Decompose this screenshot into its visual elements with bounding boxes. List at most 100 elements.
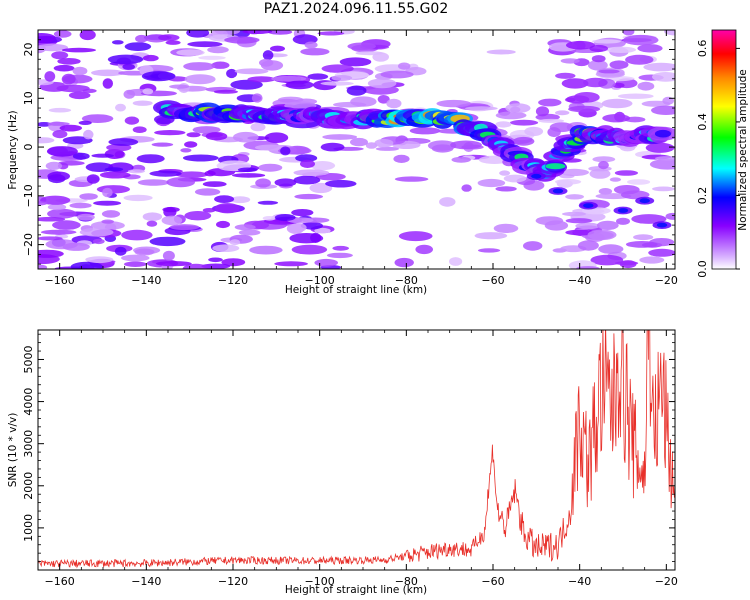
heatmap-cell-90 — [215, 203, 240, 214]
y-tick-label: 4000 — [22, 388, 35, 416]
heatmap-cell-168 — [175, 171, 208, 178]
heatmap-cell-344 — [77, 213, 95, 221]
heatmap-cell-337 — [255, 178, 271, 188]
heatmap-cell-508 — [180, 148, 192, 153]
heatmap-cell-425 — [394, 257, 414, 268]
heatmap-cell-74 — [350, 96, 377, 107]
y-tick-label: 20 — [22, 43, 35, 57]
heatmap-cell-579 — [184, 74, 216, 85]
heatmap-cells — [38, 30, 675, 269]
heatmap-cell-131 — [596, 220, 619, 230]
heatmap-cell-516 — [224, 36, 260, 44]
y-tick-label: −10 — [22, 184, 35, 207]
heatmap-cell-128 — [575, 222, 600, 230]
heatmap-cell-437 — [274, 178, 297, 187]
heatmap-cell-240 — [625, 241, 658, 248]
heatmap-cell-380 — [350, 137, 368, 147]
heatmap-cell-235 — [38, 216, 66, 222]
heatmap-cell-379 — [229, 239, 241, 246]
heatmap-cell-275 — [365, 142, 378, 149]
heatmap-cell-383 — [375, 146, 400, 151]
heatmap-cell-506 — [271, 75, 307, 82]
heatmap-y-ticks: −20 −10 0 10 20 — [22, 29, 675, 265]
heatmap-cell-881 — [583, 203, 594, 209]
snr-frame — [37, 329, 676, 571]
heatmap-cell-498 — [162, 206, 180, 213]
heatmap-cell-572 — [331, 75, 353, 81]
heatmap-cell-73 — [81, 114, 114, 123]
heatmap-cell-503 — [393, 154, 410, 163]
heatmap-cell-136 — [79, 193, 98, 200]
x-tick-label: −120 — [218, 575, 248, 588]
heatmap-cell-190 — [52, 220, 81, 230]
heatmap-cell-540 — [242, 30, 273, 34]
heatmap-cell-221 — [202, 181, 227, 188]
heatmap-cell-103 — [221, 258, 246, 267]
heatmap-cell-489 — [592, 39, 621, 44]
colorbar-label: Normalized spectral amplitude — [737, 69, 749, 230]
y-tick-label: 2000 — [22, 472, 35, 500]
heatmap-cell-394 — [121, 254, 150, 262]
heatmap-cell-110 — [230, 196, 251, 204]
heatmap-cell-404 — [538, 98, 562, 107]
x-tick-label: −100 — [305, 575, 335, 588]
x-tick-label: −100 — [305, 274, 335, 287]
heatmap-cell-485 — [477, 178, 506, 188]
heatmap-cell-200 — [192, 126, 221, 134]
heatmap-cell-529 — [559, 168, 589, 176]
heatmap-cell-548 — [62, 242, 90, 251]
heatmap-cell-443 — [123, 194, 153, 202]
heatmap-cell-385 — [493, 223, 519, 233]
heatmap-cell-163 — [560, 58, 580, 64]
heatmap-cell-297 — [576, 266, 600, 269]
heatmap-cell-339 — [214, 195, 235, 204]
heatmap-cell-182 — [293, 175, 321, 185]
heatmap-cell-274 — [627, 179, 651, 185]
heatmap-cell-239 — [415, 244, 434, 255]
x-tick-label: −80 — [395, 274, 418, 287]
heatmap-cell-537 — [207, 46, 229, 54]
heatmap-cell-519 — [566, 40, 595, 50]
heatmap-cell-329 — [512, 136, 535, 146]
heatmap-cell-389 — [182, 154, 219, 162]
heatmap-cell-566 — [374, 138, 394, 148]
heatmap-cell-178 — [317, 31, 345, 36]
heatmap-cell-187 — [577, 240, 599, 251]
heatmap-cell-522 — [237, 167, 258, 173]
y-tick-label: 3000 — [22, 430, 35, 458]
heatmap-cell-558 — [314, 258, 339, 267]
heatmap-cell-204 — [300, 48, 330, 56]
heatmap-cell-295 — [72, 152, 90, 160]
heatmap-cell-549 — [260, 60, 284, 71]
heatmap-cell-512 — [234, 68, 269, 75]
heatmap-cell-517 — [47, 204, 67, 211]
heatmap-cell-174 — [609, 60, 629, 69]
heatmap-cell-348 — [124, 261, 147, 268]
heatmap-cell-65 — [176, 49, 205, 56]
heatmap-cell-468 — [86, 174, 100, 184]
heatmap-cell-500 — [99, 171, 131, 179]
heatmap-cell-202 — [91, 69, 125, 77]
heatmap-cell-116 — [53, 30, 72, 38]
heatmap-cell-30 — [495, 186, 517, 192]
heatmap-cell-429 — [250, 122, 266, 132]
heatmap-cell-556 — [561, 211, 587, 217]
heatmap-x-ticks: −160 −140 −120 −100 −80 −60 −40 −20 — [37, 30, 678, 287]
heatmap-cell-210 — [648, 248, 675, 257]
heatmap-cell-18 — [398, 231, 433, 242]
heatmap-cell-553 — [40, 195, 71, 205]
snr-x-label: Height of straight line (km) — [285, 584, 427, 596]
heatmap-cell-272 — [643, 62, 675, 72]
heatmap-cell-395 — [555, 179, 582, 185]
heatmap-cell-494 — [93, 200, 122, 206]
heatmap-cell-465 — [325, 179, 357, 188]
heatmap-cell-384 — [386, 98, 402, 109]
heatmap-cell-196 — [264, 132, 289, 143]
heatmap-cell-64 — [184, 211, 212, 221]
x-tick-label: −20 — [655, 274, 678, 287]
heatmap-cell-483 — [38, 137, 55, 144]
heatmap-cell-69 — [111, 40, 124, 45]
heatmap-cell-209 — [495, 111, 527, 120]
x-tick-label: −20 — [655, 575, 678, 588]
